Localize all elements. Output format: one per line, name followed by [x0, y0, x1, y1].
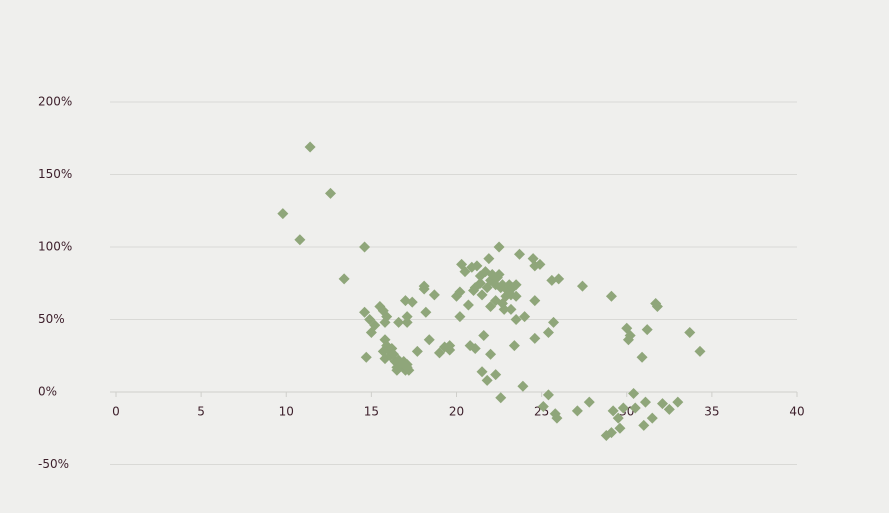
- point: [474, 277, 486, 289]
- y-tick-label: 100%: [38, 240, 72, 254]
- y-tick-label: 50%: [38, 312, 65, 326]
- point: [454, 311, 466, 323]
- point: [401, 361, 413, 373]
- point: [548, 316, 560, 328]
- point: [381, 311, 393, 323]
- point: [553, 273, 565, 285]
- x-tick-label: 15: [364, 405, 379, 419]
- point: [294, 234, 306, 246]
- point: [418, 280, 430, 292]
- point: [519, 311, 531, 323]
- point: [663, 403, 675, 415]
- point: [605, 290, 617, 302]
- point: [485, 348, 497, 360]
- point: [617, 402, 629, 414]
- point: [624, 329, 636, 341]
- point: [454, 286, 466, 298]
- point: [537, 401, 549, 412]
- point: [393, 316, 405, 328]
- point: [411, 345, 423, 357]
- point: [638, 419, 650, 431]
- point: [636, 351, 648, 363]
- point: [469, 343, 481, 354]
- point: [401, 311, 413, 323]
- point: [420, 306, 432, 318]
- point: [428, 289, 440, 301]
- point: [369, 319, 381, 331]
- point: [505, 303, 517, 315]
- point: [481, 374, 493, 386]
- point: [483, 253, 495, 265]
- point: [571, 405, 583, 417]
- point: [529, 295, 541, 307]
- point: [359, 241, 371, 253]
- point: [672, 396, 684, 408]
- point: [694, 345, 706, 357]
- point: [493, 241, 505, 253]
- point: [478, 329, 490, 341]
- point: [542, 327, 554, 339]
- point: [510, 290, 522, 302]
- point: [551, 412, 563, 424]
- y-tick-label: 150%: [38, 167, 72, 181]
- point: [684, 327, 696, 339]
- point: [304, 141, 316, 153]
- point: [444, 340, 456, 352]
- point: [471, 260, 483, 272]
- point: [628, 387, 640, 399]
- point: [406, 296, 418, 308]
- point: [277, 208, 289, 220]
- point: [583, 396, 595, 408]
- point: [401, 316, 413, 328]
- point: [360, 351, 372, 363]
- point: [391, 364, 403, 376]
- x-tick-label: 5: [197, 405, 205, 419]
- point: [534, 258, 546, 270]
- point: [510, 314, 522, 325]
- point: [476, 289, 488, 301]
- point: [493, 269, 505, 281]
- y-tick-label: -50%: [38, 457, 69, 471]
- point: [527, 253, 539, 265]
- point: [629, 402, 641, 414]
- point: [612, 412, 624, 424]
- point: [641, 324, 653, 336]
- point: [657, 398, 669, 410]
- point: [576, 280, 588, 292]
- point: [510, 279, 522, 291]
- x-tick-label: 10: [279, 405, 294, 419]
- point: [651, 300, 663, 312]
- point: [605, 427, 617, 439]
- x-tick-label: 0: [112, 405, 120, 419]
- point: [646, 412, 658, 424]
- point: [490, 369, 502, 381]
- point: [495, 392, 507, 404]
- point: [639, 396, 651, 408]
- point: [529, 332, 541, 344]
- point: [517, 380, 529, 392]
- point: [508, 340, 520, 352]
- y-tick-label: 200%: [38, 95, 72, 109]
- point: [359, 306, 371, 318]
- point: [459, 266, 471, 278]
- point: [325, 187, 337, 199]
- point: [614, 422, 626, 434]
- point: [513, 248, 525, 260]
- point: [423, 334, 435, 346]
- point: [607, 405, 619, 417]
- x-tick-label: 35: [704, 405, 719, 419]
- point: [498, 303, 510, 315]
- point: [462, 299, 474, 311]
- point: [542, 389, 554, 401]
- point: [503, 279, 515, 291]
- x-tick-label: 40: [789, 405, 804, 419]
- y-tick-label: 0%: [38, 385, 57, 399]
- point: [476, 366, 488, 378]
- x-tick-label: 20: [449, 405, 464, 419]
- point: [338, 273, 350, 285]
